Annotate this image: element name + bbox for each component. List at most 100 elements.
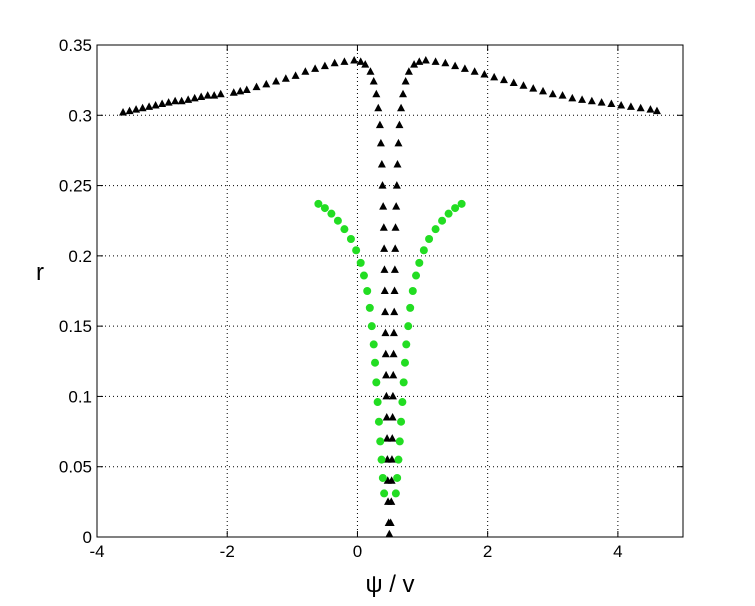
triangle-point — [646, 105, 655, 113]
triangle-point — [597, 98, 606, 106]
triangle-point — [385, 529, 394, 538]
triangle-point — [380, 286, 389, 294]
circle-point — [419, 246, 428, 255]
circle-point — [377, 455, 386, 464]
circle-point — [408, 287, 417, 295]
triangle-point — [350, 55, 359, 64]
triangle-point — [164, 98, 173, 106]
triangle-point — [399, 89, 408, 98]
circle-point — [431, 225, 440, 234]
triangle-point — [529, 84, 538, 92]
x-tick-label: -2 — [220, 542, 235, 561]
triangle-point — [539, 86, 548, 95]
circle-point — [376, 437, 385, 446]
y-tick-label: 0.35 — [59, 36, 92, 55]
triangle-point — [383, 434, 392, 442]
triangle-point — [125, 106, 134, 115]
circle-point — [363, 287, 372, 295]
triangle-point — [390, 265, 399, 273]
triangle-point — [216, 89, 225, 98]
circle-point — [378, 473, 387, 482]
triangle-point — [395, 120, 404, 129]
triangle-point — [330, 58, 339, 67]
data-series — [119, 55, 661, 538]
circle-point — [333, 216, 342, 225]
triangle-point — [171, 96, 180, 105]
circle-point — [359, 271, 368, 280]
series-0 — [119, 55, 661, 538]
triangle-point — [366, 67, 375, 75]
triangle-point — [626, 102, 635, 110]
circle-point — [373, 398, 382, 407]
triangle-point — [272, 77, 281, 85]
triangle-point — [203, 91, 212, 99]
triangle-point — [184, 95, 193, 103]
triangle-point — [480, 70, 489, 78]
triangle-point — [548, 89, 557, 98]
triangle-point — [401, 77, 410, 85]
triangle-point — [389, 349, 398, 358]
triangle-point — [151, 100, 160, 109]
circle-point — [451, 204, 460, 213]
triangle-point — [369, 77, 378, 85]
triangle-point — [397, 103, 406, 112]
triangle-point — [177, 96, 186, 105]
triangle-point — [320, 61, 329, 70]
triangle-point — [388, 434, 397, 442]
circle-point — [444, 209, 453, 218]
circle-point — [400, 358, 409, 367]
triangle-point — [558, 91, 567, 99]
triangle-point — [470, 67, 479, 75]
triangle-point — [652, 106, 661, 115]
triangle-point — [236, 86, 245, 95]
triangle-point — [431, 57, 440, 65]
triangle-point — [415, 57, 424, 65]
y-tick-label: 0.1 — [68, 387, 92, 406]
triangle-point — [568, 93, 577, 102]
triangle-point — [158, 99, 167, 108]
triangle-point — [372, 89, 381, 98]
x-axis-label: ψ / v — [365, 571, 414, 598]
triangle-point — [388, 413, 397, 421]
triangle-point — [132, 105, 141, 113]
triangle-point — [490, 72, 499, 81]
triangle-point — [379, 202, 388, 210]
triangle-point — [377, 159, 386, 168]
triangle-point — [617, 100, 626, 109]
triangle-point — [252, 82, 261, 91]
circle-point — [320, 204, 329, 213]
circle-point — [415, 258, 424, 267]
triangle-point — [382, 370, 391, 379]
triangle-point — [242, 85, 251, 93]
y-tick-label: 0.05 — [59, 458, 92, 477]
triangle-point — [229, 88, 238, 96]
y-tick-label: 0.2 — [68, 247, 92, 266]
triangle-point — [379, 223, 388, 231]
plot-area — [97, 45, 683, 537]
triangle-point — [421, 55, 430, 64]
circle-point — [346, 234, 355, 243]
triangle-point — [587, 96, 596, 105]
series-1 — [314, 199, 466, 498]
triangle-point — [391, 223, 400, 231]
circle-point — [356, 258, 365, 267]
circle-point — [391, 489, 400, 498]
x-tick-label: 2 — [483, 542, 492, 561]
triangle-point — [394, 138, 403, 147]
triangle-point — [404, 67, 413, 75]
circle-point — [365, 303, 374, 312]
triangle-point — [380, 244, 389, 252]
circle-point — [397, 417, 406, 426]
triangle-point — [499, 75, 508, 84]
circle-point — [402, 340, 411, 349]
triangle-point — [210, 91, 219, 99]
circle-point — [395, 437, 404, 446]
triangle-point — [138, 103, 147, 112]
triangle-point — [392, 181, 401, 189]
triangle-point — [119, 107, 128, 116]
triangle-point — [376, 138, 385, 147]
triangle-point — [262, 79, 271, 88]
circle-point — [398, 398, 407, 407]
triangle-point — [381, 328, 390, 337]
